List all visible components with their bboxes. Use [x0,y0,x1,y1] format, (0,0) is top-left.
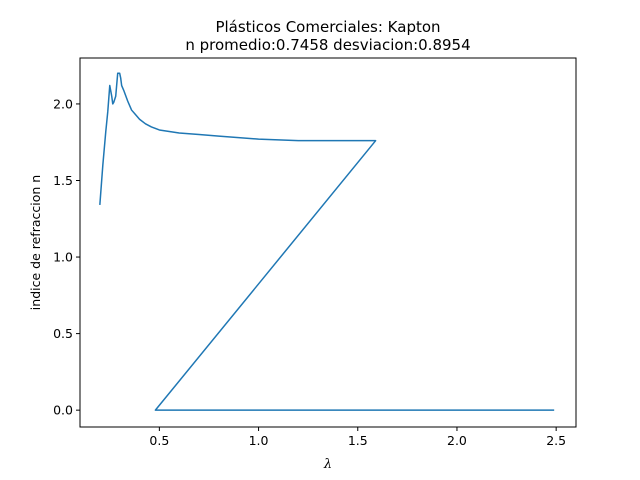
x-tick-label: 2.0 [447,433,467,448]
y-axis-label: indice de refraccion n [28,175,43,310]
y-tick-label: 1.5 [53,173,73,188]
y-axis: 0.0 0.5 1.0 1.5 2.0 [53,96,80,418]
x-tick-label: 1.5 [348,433,368,448]
x-tick-label: 2.5 [546,433,566,448]
x-axis: 0.5 1.0 1.5 2.0 2.5 [149,427,566,448]
x-axis-label: λ [323,457,332,472]
y-tick-label: 0.5 [53,326,73,341]
y-tick-label: 0.0 [53,403,73,418]
series-layer [99,72,555,411]
y-tick-label: 2.0 [53,96,73,111]
y-tick-label: 1.0 [53,250,73,265]
series-line-0 [99,72,555,411]
chart-title: Plásticos Comerciales: Kapton [215,18,440,36]
chart-subtitle: n promedio:0.7458 desviacion:0.8954 [185,36,470,54]
x-tick-label: 0.5 [149,433,169,448]
x-tick-label: 1.0 [249,433,269,448]
plot-area-frame [79,57,577,428]
